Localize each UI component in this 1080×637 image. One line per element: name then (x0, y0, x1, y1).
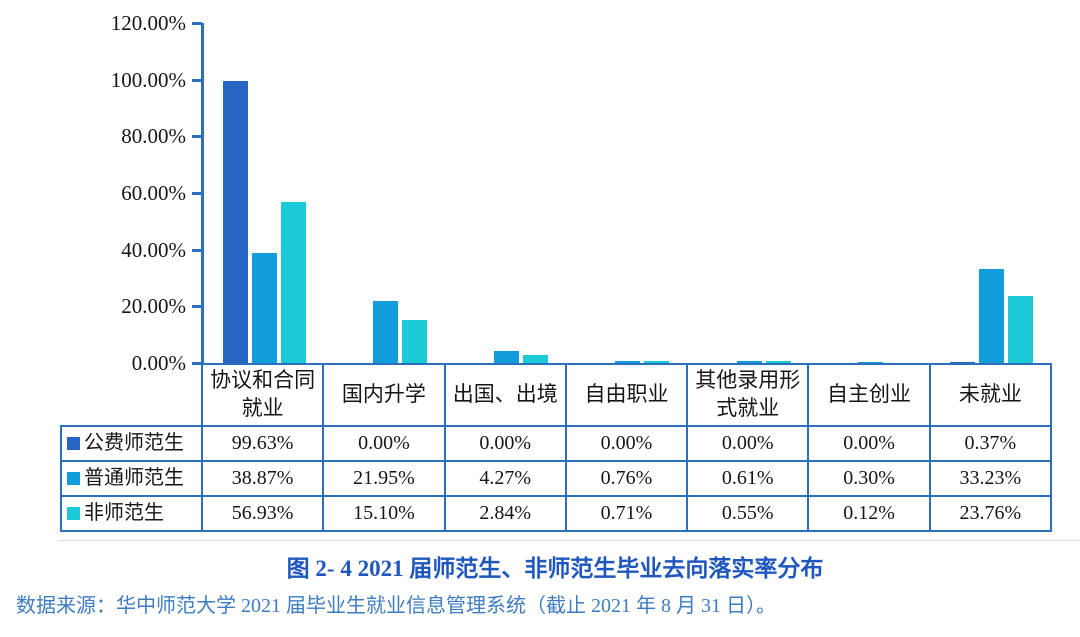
series-name: 非师范生 (84, 502, 164, 525)
bar (949, 362, 975, 363)
table-cell: 15.10% (322, 495, 446, 532)
row-label: 公费师范生 (60, 425, 203, 462)
table-cell: 0.30% (807, 460, 931, 497)
table-corner-cell (61, 364, 203, 427)
table-cell: 0.76% (564, 460, 689, 497)
column-header: 协议和合同就业 (200, 363, 325, 427)
table-cell: 99.63% (200, 425, 325, 462)
bar (644, 361, 670, 363)
bar (1007, 295, 1033, 363)
y-axis-tick-mark (192, 78, 202, 82)
y-axis-tick-label: 100.00% (110, 67, 186, 92)
bar (223, 80, 249, 363)
figure-caption: 图 2- 4 2021 届师范生、非师范生毕业去向落实率分布 (286, 556, 824, 581)
column-header: 国内升学 (322, 363, 446, 427)
bar (736, 361, 762, 363)
column-header: 其他录用形式就业 (686, 363, 810, 427)
y-axis-tick-mark (192, 248, 202, 252)
y-axis-tick-label: 20.00% (121, 294, 186, 319)
table-cell: 0.55% (686, 495, 810, 532)
y-axis-tick-label: 80.00% (121, 124, 186, 149)
bar (857, 362, 883, 363)
table-cell: 0.37% (928, 425, 1053, 462)
table-row: 公费师范生 99.63% 0.00% 0.00% 0.00% 0.00% 0.0… (60, 425, 1053, 462)
bar-group (810, 23, 931, 363)
table-cell: 38.87% (200, 460, 325, 497)
y-axis-tick-mark (192, 22, 202, 25)
data-table: 协议和合同就业 国内升学 出国、出境 自由职业 其他录用形式就业 自主创业 未就… (60, 363, 1053, 532)
bar-group (689, 23, 810, 363)
y-axis-tick-label: 120.00% (110, 11, 186, 35)
table-row: 非师范生 56.93% 15.10% 2.84% 0.71% 0.55% 0.1… (60, 495, 1053, 532)
bar (523, 355, 549, 363)
column-header: 未就业 (928, 363, 1053, 427)
bar (402, 320, 428, 363)
series-name: 普通师范生 (84, 467, 184, 490)
bar-group (325, 23, 446, 363)
bar-group (446, 23, 567, 363)
column-header: 自主创业 (807, 363, 931, 427)
series-name: 公费师范生 (84, 432, 184, 455)
row-label: 普通师范生 (60, 460, 203, 497)
divider (58, 540, 1080, 541)
table-cell: 21.95% (322, 460, 446, 497)
table-cell: 2.84% (443, 495, 567, 532)
column-header: 出国、出境 (443, 363, 567, 427)
table-cell: 23.76% (928, 495, 1053, 532)
bar (765, 361, 791, 363)
bar (281, 201, 307, 363)
y-axis-tick-label: 60.00% (121, 181, 186, 205)
column-header: 自由职业 (564, 363, 689, 427)
row-label: 非师范生 (60, 495, 203, 532)
table-cell: 0.12% (807, 495, 931, 532)
y-axis-tick-mark (192, 135, 202, 139)
table-cell: 0.61% (686, 460, 810, 497)
table-cell: 0.00% (564, 425, 689, 462)
table-cell: 0.00% (686, 425, 810, 462)
table-cell: 4.27% (443, 460, 567, 497)
legend-swatch-icon (67, 472, 80, 486)
bar-group (567, 23, 688, 363)
table-cell: 56.93% (200, 495, 325, 532)
table-cell: 0.00% (322, 425, 446, 462)
bar (373, 300, 399, 363)
y-axis-tick-mark (192, 362, 202, 365)
table-row: 普通师范生 38.87% 21.95% 4.27% 0.76% 0.61% 0.… (60, 460, 1053, 497)
source-note: 数据来源：华中师范大学 2021 届毕业生就业信息管理系统（截止 2021 年 … (16, 595, 776, 617)
table-cell: 0.71% (564, 495, 689, 532)
legend-swatch-icon (67, 437, 80, 451)
y-axis-tick-mark (192, 192, 202, 195)
y-axis: 120.00% 100.00% 80.00% 60.00% 40.00% 20.00% 0.… (0, 0, 186, 380)
legend-swatch-icon (67, 507, 80, 521)
table-header-row: 协议和合同就业 国内升学 出国、出境 自由职业 其他录用形式就业 自主创业 未就… (61, 363, 1053, 427)
table-cell: 0.00% (807, 425, 931, 462)
plot-area (192, 22, 1052, 365)
bar-group (931, 23, 1052, 363)
bar-group (204, 23, 325, 363)
y-axis-tick-label: 40.00% (121, 237, 186, 262)
table-cell: 33.23% (928, 460, 1053, 497)
y-axis-tick-mark (192, 305, 202, 309)
bar (978, 268, 1004, 363)
bar (252, 252, 278, 363)
table-cell: 0.00% (443, 425, 567, 462)
bar (615, 360, 641, 363)
bar (494, 350, 520, 363)
